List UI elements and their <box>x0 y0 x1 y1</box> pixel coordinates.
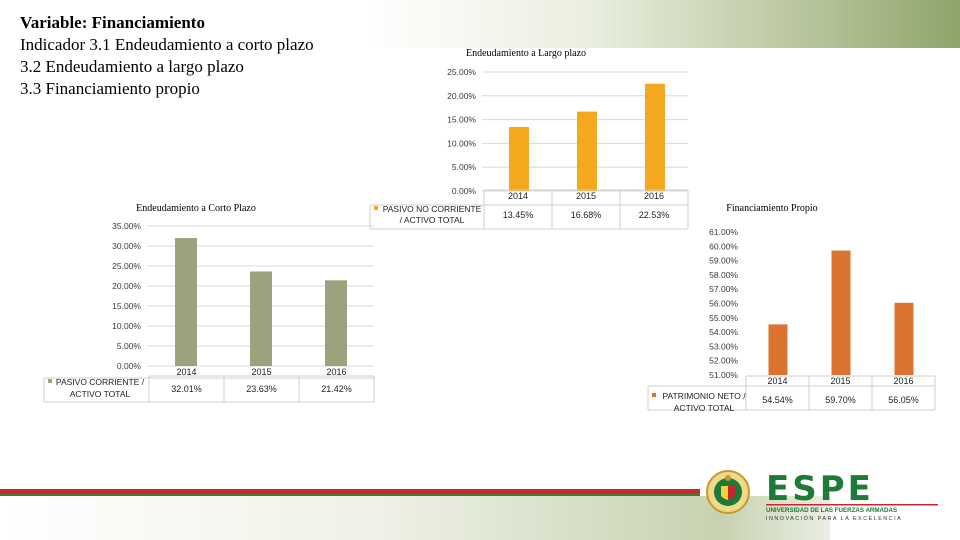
espe-wordmark: ESPE <box>766 469 874 509</box>
own-legend-label-line1: PATRIMONIO NETO / <box>662 391 746 401</box>
own-ytick-label: 60.00% <box>709 241 738 251</box>
short-bar-2015 <box>250 271 272 366</box>
own-chart-title: Financiamiento Propio <box>726 203 817 214</box>
red-stripe <box>0 489 700 493</box>
long-ytick-label: 5.00% <box>452 162 477 172</box>
own-data-label: 54.54% <box>762 395 793 405</box>
own-data-label: 56.05% <box>888 395 919 405</box>
short-category-label: 2016 <box>326 367 346 377</box>
long-bar-2015 <box>577 111 597 191</box>
own-data-label: 59.70% <box>825 395 856 405</box>
own-category-label: 2015 <box>830 376 850 386</box>
short-legend-label-line1: PASIVO CORRIENTE / <box>56 377 145 387</box>
bottom-decorative-band <box>0 496 960 540</box>
short-bar-2016 <box>325 280 347 366</box>
short-category-label: 2015 <box>251 367 271 377</box>
top-decorative-band <box>0 0 960 48</box>
own-bar-2015 <box>831 250 851 375</box>
short-ytick-label: 0.00% <box>117 361 142 371</box>
short-ytick-label: 10.00% <box>112 321 141 331</box>
own-category-label: 2014 <box>767 376 787 386</box>
long-legend-label-line2: / ACTIVO TOTAL <box>400 215 465 225</box>
own-ytick-label: 53.00% <box>709 341 738 351</box>
own-ytick-label: 52.00% <box>709 356 738 366</box>
logo-motto: INNOVACIÓN PARA LA EXCELENCIA <box>766 515 902 522</box>
short-data-label: 21.42% <box>321 384 352 394</box>
short-ytick-label: 30.00% <box>112 241 141 251</box>
own-legend-label-line2: ACTIVO TOTAL <box>674 403 735 413</box>
title-indicator-3-2: 3.2 Endeudamiento a largo plazo <box>20 57 244 76</box>
title-variable: Variable: Financiamiento <box>20 13 205 32</box>
short-ytick-label: 35.00% <box>112 221 141 231</box>
long-data-label: 13.45% <box>503 210 534 220</box>
green-stripe <box>0 493 700 496</box>
own-ytick-label: 59.00% <box>709 256 738 266</box>
short-legend-label-line2: ACTIVO TOTAL <box>70 389 131 399</box>
long-ytick-label: 20.00% <box>447 91 476 101</box>
long-category-label: 2015 <box>576 191 596 201</box>
short-data-label: 23.63% <box>246 384 277 394</box>
slide-title: Variable: Financiamiento Indicador 3.1 E… <box>20 12 314 100</box>
long-chart-title: Endeudamiento a Largo plazo <box>466 48 586 59</box>
long-category-label: 2016 <box>644 191 664 201</box>
long-bar-2016 <box>645 83 665 191</box>
long-ytick-label: 10.00% <box>447 138 476 148</box>
own-ytick-label: 54.00% <box>709 327 738 337</box>
long-ytick-label: 0.00% <box>452 186 477 196</box>
short-legend-swatch <box>48 379 52 383</box>
own-ytick-label: 61.00% <box>709 227 738 237</box>
own-bar-2014 <box>768 324 788 375</box>
own-ytick-label: 58.00% <box>709 270 738 280</box>
short-category-label: 2014 <box>176 367 196 377</box>
short-ytick-label: 15.00% <box>112 301 141 311</box>
short-ytick-label: 25.00% <box>112 261 141 271</box>
long-data-label: 22.53% <box>639 210 670 220</box>
short-data-label: 32.01% <box>171 384 202 394</box>
logo-university-name: UNIVERSIDAD DE LAS FUERZAS ARMADAS <box>766 507 897 514</box>
title-indicator-3-3: 3.3 Financiamiento propio <box>20 79 200 98</box>
long-legend-swatch <box>374 206 378 210</box>
short-bar-2014 <box>175 237 197 366</box>
long-bar-2014 <box>509 126 529 191</box>
long-category-label: 2014 <box>508 191 528 201</box>
long-ytick-label: 15.00% <box>447 115 476 125</box>
own-bar-2016 <box>894 302 914 375</box>
espe-seal <box>706 470 750 514</box>
own-ytick-label: 55.00% <box>709 313 738 323</box>
own-category-label: 2016 <box>893 376 913 386</box>
short-ytick-label: 5.00% <box>117 341 142 351</box>
short-chart-title: Endeudamiento a Corto Plazo <box>136 203 256 214</box>
espe-logo: ESPE UNIVERSIDAD DE LAS FUERZAS ARMADAS … <box>706 469 938 522</box>
short-ytick-label: 20.00% <box>112 281 141 291</box>
own-legend-swatch <box>652 393 656 397</box>
own-ytick-label: 56.00% <box>709 299 738 309</box>
own-ytick-label: 51.00% <box>709 370 738 380</box>
title-indicator-3-1: Indicador 3.1 Endeudamiento a corto plaz… <box>20 35 314 54</box>
own-ytick-label: 57.00% <box>709 284 738 294</box>
long-data-label: 16.68% <box>571 210 602 220</box>
long-ytick-label: 25.00% <box>447 67 476 77</box>
long-legend-label-line1: PASIVO NO CORRIENTE <box>383 204 482 214</box>
